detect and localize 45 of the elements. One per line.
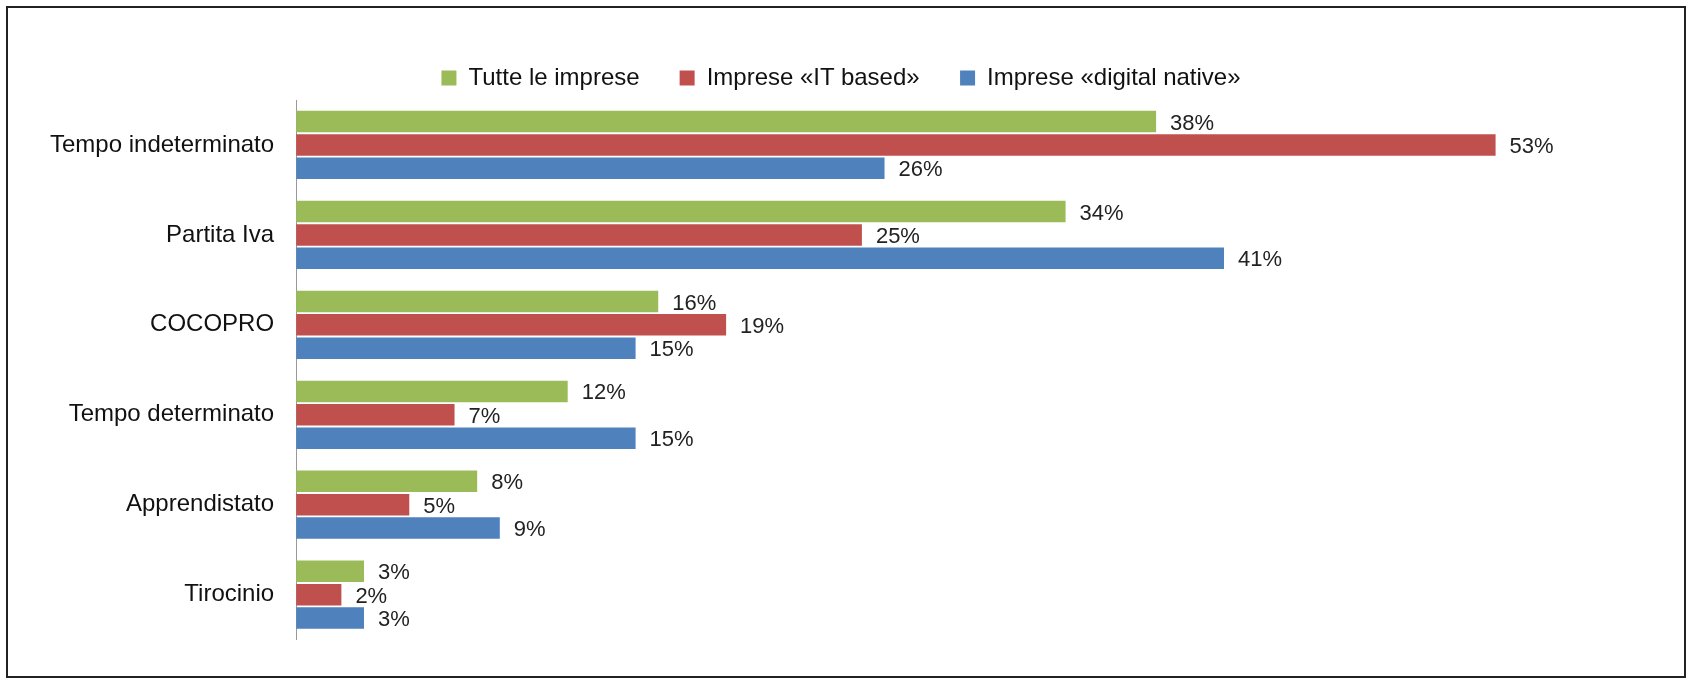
data-label: 26% — [898, 156, 943, 182]
legend-label: Imprese «digital native» — [987, 62, 1241, 90]
bar — [296, 337, 636, 359]
data-label: 9% — [513, 516, 546, 542]
data-label: 5% — [423, 492, 456, 518]
legend-label: Imprese «IT based» — [706, 62, 920, 90]
data-label: 3% — [378, 606, 410, 632]
bar — [296, 200, 1066, 223]
data-label: 2% — [355, 582, 388, 608]
data-label: 53% — [1509, 133, 1554, 159]
y-tick-label: COCOPRO — [150, 309, 275, 337]
y-tick-label: Tempo determinato — [68, 399, 275, 427]
data-label: 3% — [378, 559, 410, 585]
y-tick-label: Apprendistato — [126, 489, 275, 517]
data-label: 25% — [875, 222, 920, 248]
bar — [296, 470, 478, 493]
bar — [296, 404, 455, 426]
data-label: 41% — [1238, 246, 1283, 272]
bar — [296, 157, 885, 180]
bar — [296, 607, 365, 629]
bar — [296, 134, 1496, 156]
data-label: 16% — [672, 289, 717, 315]
data-label: 38% — [1170, 109, 1215, 135]
data-label: 8% — [491, 469, 523, 495]
bar — [296, 314, 727, 336]
bar — [296, 110, 1157, 133]
bar — [296, 560, 365, 583]
y-tick-label: Tirocinio — [184, 579, 275, 607]
data-label: 7% — [468, 402, 501, 428]
y-tick-label: Tempo indeterminato — [50, 129, 275, 157]
bar — [296, 517, 500, 539]
data-label: 34% — [1079, 199, 1124, 225]
data-label: 15% — [649, 336, 694, 362]
bar — [296, 583, 342, 606]
y-tick-label: Partita Iva — [166, 219, 275, 247]
data-label: 15% — [649, 426, 694, 452]
bar — [296, 493, 410, 516]
bar — [296, 290, 659, 313]
bar — [296, 380, 568, 403]
data-label: 12% — [581, 379, 626, 405]
legend-label: Tutte le imprese — [468, 62, 640, 90]
bar — [296, 427, 636, 449]
bar — [296, 224, 862, 246]
bar — [296, 247, 1225, 270]
data-label: 19% — [740, 312, 785, 338]
